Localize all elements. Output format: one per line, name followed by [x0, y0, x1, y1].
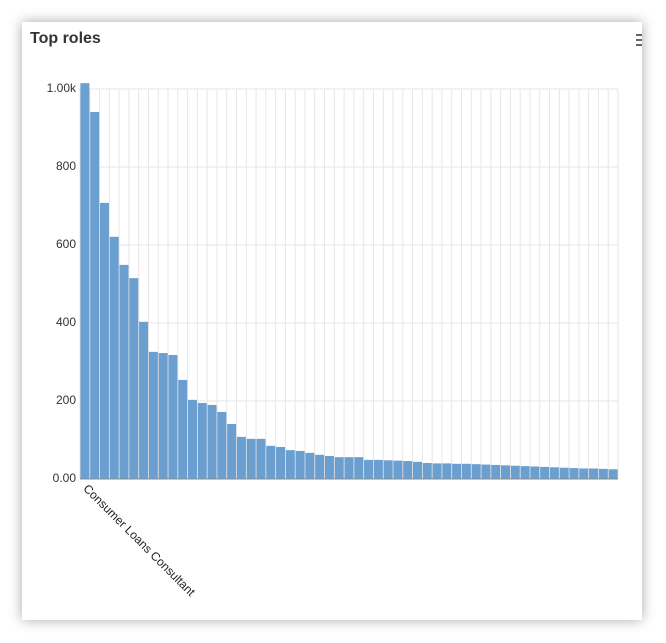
- bar: [373, 459, 383, 479]
- bar: [217, 411, 227, 479]
- bar: [236, 436, 246, 479]
- bar: [481, 464, 491, 479]
- bar: [80, 83, 90, 480]
- bar: [305, 452, 315, 479]
- bar: [246, 438, 256, 479]
- bar: [422, 463, 432, 479]
- y-tick-label: 800: [56, 159, 76, 173]
- bar: [315, 454, 325, 479]
- bar: [178, 379, 188, 479]
- bar: [168, 354, 178, 479]
- bar: [589, 468, 599, 479]
- bar: [354, 457, 364, 479]
- y-tick-label: 200: [56, 393, 76, 407]
- bar: [256, 438, 266, 479]
- bar: [334, 457, 344, 479]
- bar: [598, 468, 608, 479]
- bar: [344, 457, 354, 479]
- bar: [452, 463, 462, 479]
- bar: [471, 464, 481, 479]
- bar: [520, 466, 530, 479]
- chart-title: Top roles: [30, 30, 101, 47]
- bar: [432, 463, 442, 479]
- bar: [412, 461, 422, 479]
- bar: [295, 450, 305, 479]
- bar: [393, 460, 403, 479]
- bar: [139, 321, 149, 479]
- bar: [227, 424, 237, 479]
- bars: [80, 83, 618, 480]
- y-tick-label: 1.00k: [47, 81, 77, 95]
- bar: [510, 465, 520, 479]
- x-tick-label: Consumer Loans Consultant: [81, 481, 199, 599]
- bar: [569, 468, 579, 479]
- bar: [90, 112, 100, 479]
- bar: [324, 455, 334, 479]
- bar: [119, 264, 129, 479]
- bar: [540, 466, 550, 479]
- bar: [197, 402, 207, 479]
- bar: [158, 353, 168, 479]
- bar: [148, 351, 158, 479]
- chart-card: Top roles 0.00 200 400 600 800 1.00k Consumer …: [22, 22, 642, 620]
- bar: [442, 463, 452, 479]
- bar: [530, 466, 540, 479]
- bar: [549, 467, 559, 479]
- chart: 0.00 200 400 600 800 1.00k Consumer Loans Cons…: [47, 81, 619, 599]
- bar: [491, 464, 501, 479]
- bar: [461, 463, 471, 479]
- bar: [99, 202, 109, 479]
- bar: [207, 404, 217, 479]
- bar: [129, 278, 139, 479]
- bar: [383, 460, 393, 479]
- bar: [559, 467, 569, 479]
- bar: [276, 447, 286, 479]
- bar: [579, 468, 589, 479]
- bar: [364, 459, 374, 479]
- bar: [187, 399, 197, 479]
- y-tick-label: 600: [56, 237, 76, 251]
- bar: [109, 236, 119, 479]
- menu-button[interactable]: [636, 34, 642, 49]
- bar: [403, 461, 413, 479]
- bar: [285, 450, 295, 479]
- bar: [501, 465, 511, 479]
- y-tick-label: 400: [56, 315, 76, 329]
- bar: [608, 469, 618, 479]
- bar: [266, 445, 276, 479]
- y-tick-label: 0.00: [53, 471, 77, 485]
